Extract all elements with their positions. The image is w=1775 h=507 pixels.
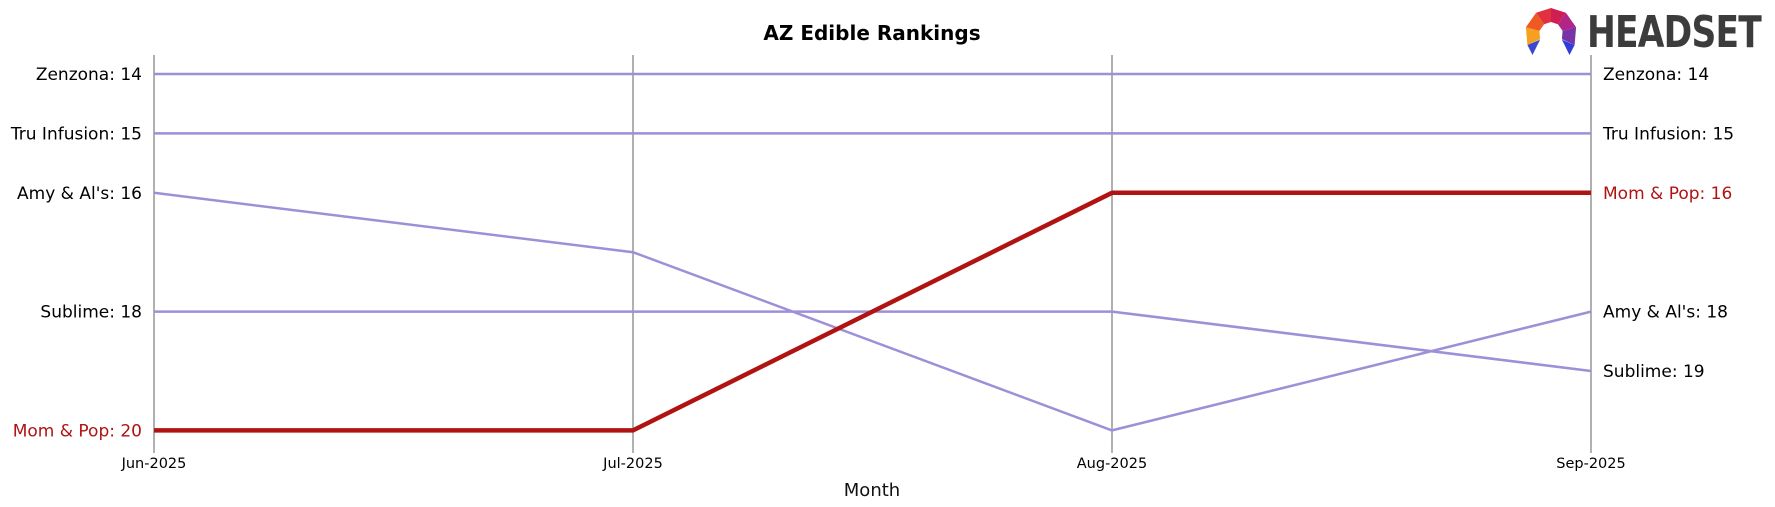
series-label-left-tru-infusion: Tru Infusion: 15: [10, 124, 142, 144]
x-tick-label-sep-2025: Sep-2025: [1556, 456, 1625, 472]
series-label-left-amy-al-s: Amy & Al's: 16: [17, 184, 142, 204]
series-label-right-zenzona: Zenzona: 14: [1603, 65, 1709, 85]
headset-logo-text: HEADSET: [1587, 7, 1762, 58]
plot-area: Jun-2025 Jul-2025 Aug-2025 Sep-2025 Zenzona:…: [10, 55, 1734, 472]
series-label-left-zenzona: Zenzona: 14: [36, 65, 142, 85]
series-label-left-mom-pop: Mom & Pop: 20: [13, 421, 142, 441]
series-line-amy-al-s: [153, 191, 1592, 432]
series-line-mom-pop: [154, 190, 1591, 433]
chart-title: AZ Edible Rankings: [763, 21, 980, 45]
headset-logo-mark: [1525, 8, 1577, 55]
series-label-left-sublime: Sublime: 18: [40, 303, 142, 323]
x-tick-label-jun-2025: Jun-2025: [121, 456, 187, 472]
series-label-right-tru-infusion: Tru Infusion: 15: [1602, 124, 1734, 144]
series-label-right-amy-al-s: Amy & Al's: 18: [1603, 303, 1728, 323]
x-tick-label-jul-2025: Jul-2025: [602, 456, 663, 472]
series-label-right-sublime: Sublime: 19: [1603, 362, 1705, 382]
headset-logo: HEADSET: [1525, 7, 1763, 58]
series-label-right-mom-pop: Mom & Pop: 16: [1603, 184, 1732, 204]
x-axis-title: Month: [844, 480, 900, 501]
x-tick-label-aug-2025: Aug-2025: [1077, 456, 1147, 472]
